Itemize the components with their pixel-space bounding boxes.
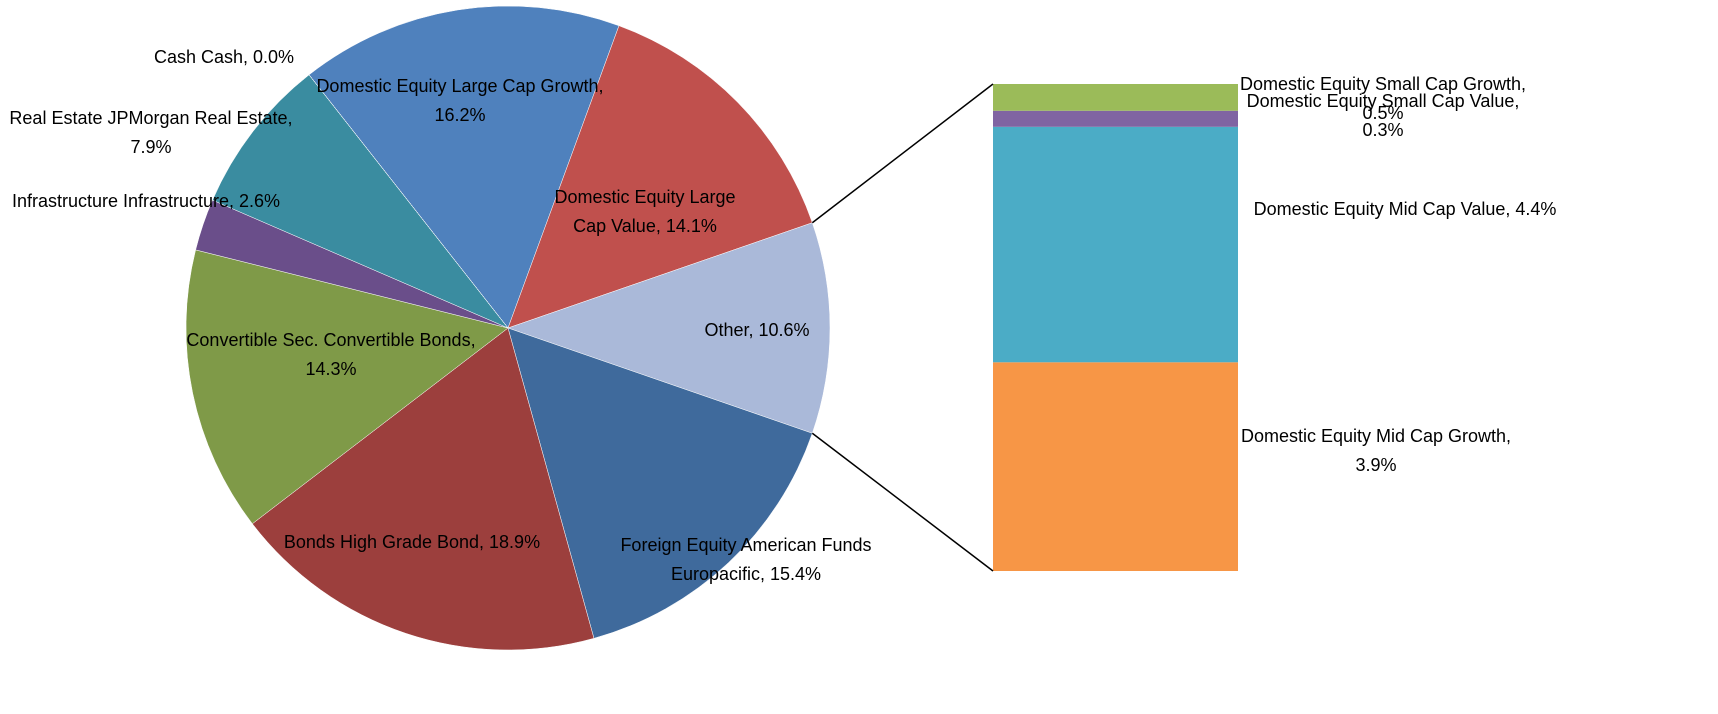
- slice-label: Foreign Equity American Funds Europacifi…: [620, 535, 872, 584]
- slice-label: Other, 10.6%: [704, 320, 810, 340]
- pie-slice: [507, 327, 813, 639]
- bar-label: Domestic Equity Mid Cap Value, 4.4%: [1253, 199, 1557, 219]
- bar-segment: [993, 84, 1238, 111]
- slice-label: Cash Cash, 0.0%: [153, 47, 295, 67]
- bar-label: Domestic Equity Small Cap Growth, 0.5%: [1239, 74, 1527, 123]
- pie-slice: [251, 327, 595, 651]
- pie-slice: [507, 222, 831, 434]
- bar-segment: [993, 110, 1238, 127]
- connector-line: [811, 83, 994, 224]
- slice-label: Convertible Sec. Convertible Bonds, 14.3…: [186, 330, 476, 379]
- pie-slice: [185, 249, 509, 525]
- pie-slice: [212, 74, 509, 329]
- bar-segment: [993, 362, 1238, 571]
- pie-slice: [308, 5, 620, 329]
- bar-label: Domestic Equity Mid Cap Growth, 3.9%: [1240, 426, 1512, 475]
- slice-label: Domestic Equity Large Cap Growth, 16.2%: [316, 76, 604, 125]
- slice-label: Bonds High Grade Bond, 18.9%: [283, 532, 541, 552]
- slice-label: Real Estate JPMorgan Real Estate, 7.9%: [9, 108, 293, 157]
- slice-label: Domestic Equity Large Cap Value, 14.1%: [554, 187, 736, 236]
- connector-line: [811, 432, 994, 572]
- bar-segment: [993, 126, 1238, 363]
- pie-slice: [507, 25, 813, 329]
- bar-label: Domestic Equity Small Cap Value, 0.3%: [1246, 91, 1520, 140]
- slice-label: Infrastructure Infrastructure, 2.6%: [11, 191, 281, 211]
